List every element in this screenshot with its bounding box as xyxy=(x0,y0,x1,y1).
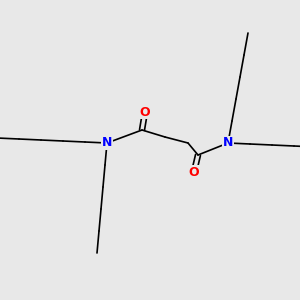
Text: O: O xyxy=(189,166,199,178)
Text: O: O xyxy=(140,106,150,118)
Text: N: N xyxy=(102,136,112,149)
Text: N: N xyxy=(223,136,233,149)
